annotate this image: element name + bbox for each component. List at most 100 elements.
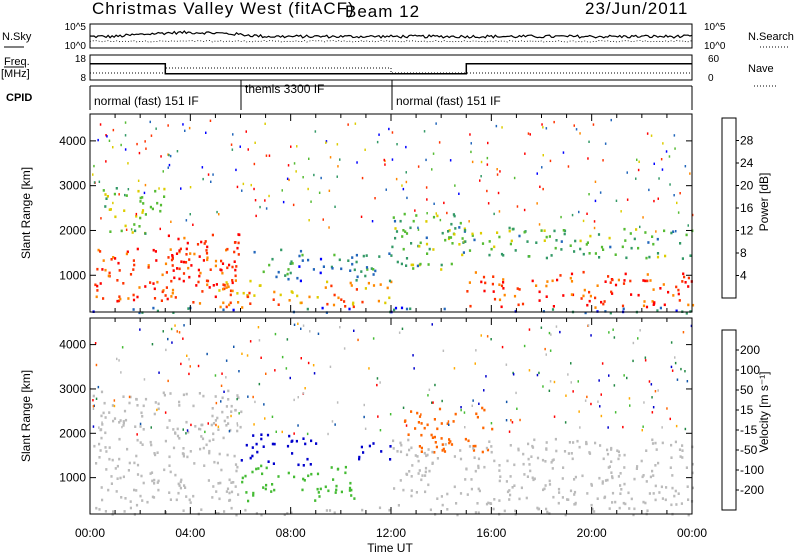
- data-cell-r0: [124, 418, 128, 422]
- data-cell-r6: [645, 480, 648, 483]
- data-cell-r7: [617, 278, 620, 282]
- data-cell-sparse: [118, 359, 120, 362]
- data-cell-r0: [214, 419, 217, 422]
- data-cell-r6: [500, 252, 504, 256]
- data-cell-sparse: [637, 168, 640, 172]
- data-cell-r0: [118, 437, 121, 441]
- power-colorbar-label: Power [dB]: [757, 173, 771, 232]
- data-cell-r0: [192, 494, 195, 498]
- data-cell-sparse: [542, 385, 544, 388]
- data-cell-sparse: [626, 376, 628, 380]
- data-cell-r7: [328, 509, 332, 512]
- data-cell-r6: [459, 449, 462, 452]
- data-cell-r0: [136, 438, 139, 442]
- data-cell-r0: [233, 250, 236, 254]
- data-cell-sparse: [590, 334, 592, 337]
- data-cell-r7: [593, 510, 596, 513]
- data-cell-r2: [349, 481, 352, 485]
- data-cell-sparse: [536, 373, 539, 377]
- data-cell-r6: [545, 235, 548, 239]
- data-cell-r0: [155, 259, 158, 262]
- data-cell-r6: [517, 447, 520, 451]
- data-cell-r6: [411, 464, 414, 467]
- data-cell-r3: [388, 296, 391, 300]
- data-cell-sparse: [478, 402, 480, 405]
- data-cell-r5: [425, 242, 429, 246]
- data-cell-r6: [444, 443, 447, 446]
- data-cell-sparse: [130, 228, 133, 231]
- data-cell-sparse: [480, 160, 483, 164]
- data-cell-r0: [179, 486, 182, 490]
- data-cell-sparse: [339, 158, 341, 161]
- data-cell-r7: [632, 513, 635, 517]
- data-cell-r7: [538, 299, 541, 302]
- data-cell-r0: [225, 424, 228, 427]
- beam-title: Beam 12: [345, 2, 420, 21]
- data-cell-r1: [159, 203, 163, 207]
- data-cell-r7: [678, 299, 681, 302]
- data-cell-r8: [306, 307, 309, 311]
- data-cell-r6: [588, 452, 592, 455]
- data-cell-r0: [189, 450, 192, 453]
- data-cell-sparse: [308, 219, 310, 222]
- data-cell-r0: [174, 296, 177, 299]
- data-cell-r7: [618, 506, 621, 510]
- data-cell-r0: [125, 252, 128, 256]
- data-cell-r6: [568, 441, 571, 444]
- data-cell-r4: [426, 453, 429, 457]
- data-cell-r7: [95, 506, 98, 510]
- data-cell-sparse: [555, 325, 558, 328]
- data-cell-r6: [569, 244, 572, 247]
- data-cell-r0: [149, 281, 152, 284]
- data-cell-r0: [152, 282, 155, 285]
- data-cell-sparse: [171, 341, 173, 344]
- data-cell-sparse: [428, 388, 431, 391]
- data-cell-r0: [229, 289, 233, 293]
- data-cell-sparse: [487, 202, 490, 205]
- data-cell-r7: [646, 279, 649, 283]
- data-cell-sparse: [577, 380, 579, 383]
- data-cell-sparse: [356, 161, 358, 164]
- data-cell-r2: [335, 488, 338, 492]
- data-cell-sparse: [435, 212, 437, 215]
- data-cell-sparse: [464, 426, 466, 429]
- data-cell-r5: [454, 227, 457, 230]
- data-cell-r7: [552, 305, 555, 308]
- data-cell-r0: [226, 266, 229, 270]
- data-cell-r4: [331, 267, 334, 270]
- data-cell-r0: [200, 435, 203, 438]
- data-cell-r1: [304, 442, 307, 446]
- data-cell-r0: [117, 299, 121, 303]
- data-cell-r6: [506, 490, 510, 494]
- data-cell-r6: [512, 227, 515, 231]
- data-cell-r6: [414, 454, 417, 457]
- data-cell-r6: [451, 242, 454, 245]
- data-cell-r6: [558, 491, 561, 494]
- data-cell-sparse: [354, 122, 357, 125]
- data-cell-sparse: [553, 415, 556, 418]
- data-cell-sparse: [553, 380, 556, 384]
- data-cell-sparse: [189, 186, 192, 189]
- data-cell-sparse: [650, 383, 653, 386]
- data-cell-sparse: [288, 178, 290, 182]
- data-cell-sparse: [653, 162, 655, 165]
- data-cell-r6: [509, 444, 512, 447]
- data-cell-r4: [284, 274, 287, 277]
- data-cell-sparse: [432, 401, 434, 404]
- data-cell-r0: [99, 428, 102, 432]
- data-cell-r5: [436, 214, 439, 218]
- data-cell-sparse: [124, 134, 127, 137]
- data-cell-r6: [586, 241, 589, 244]
- data-cell-sparse: [439, 218, 442, 222]
- data-cell-sparse: [376, 383, 378, 387]
- data-cell-r6: [392, 439, 395, 443]
- data-cell-sparse: [674, 361, 677, 365]
- data-cell-r7: [214, 512, 218, 515]
- data-cell-sparse: [435, 122, 437, 125]
- data-cell-r0: [111, 458, 114, 462]
- data-cell-r0: [221, 410, 224, 414]
- data-cell-r3: [352, 305, 355, 309]
- data-cell-sparse: [174, 324, 176, 327]
- data-cell-sparse: [676, 201, 678, 205]
- data-cell-r4: [356, 275, 359, 279]
